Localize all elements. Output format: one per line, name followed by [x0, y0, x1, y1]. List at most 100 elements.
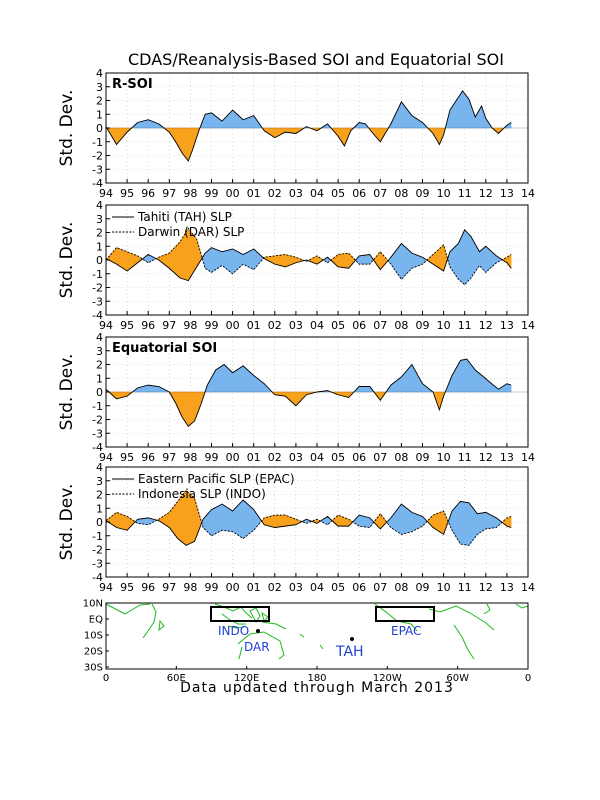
x-tick-label: 05 — [331, 187, 345, 200]
diff-fill-14-0 — [242, 499, 254, 540]
x-tick-label: 95 — [120, 451, 134, 464]
x-tick-label: 02 — [268, 581, 282, 594]
y-tick-label: -3 — [92, 295, 103, 308]
y-tick-label: -2 — [92, 544, 103, 557]
diff-fill-37-0 — [470, 235, 480, 279]
lat-tick-label: 30S — [84, 663, 103, 674]
series-fill-32-0 — [411, 364, 423, 393]
lon-tick-label: 0 — [525, 673, 531, 684]
x-tick-label: 94 — [99, 581, 113, 594]
diff-fill-4-0 — [147, 254, 157, 264]
series-fill-8-0 — [181, 127, 189, 162]
x-tick-label: 09 — [416, 187, 430, 200]
dar-label: DAR — [244, 640, 270, 654]
diff-fill-39-1 — [501, 517, 508, 527]
diff-fill-15-0 — [253, 248, 265, 271]
legend-label: Eastern Pacific SLP (EPAC) — [138, 472, 295, 486]
diff-fill-34-0 — [451, 500, 461, 546]
legend-label: Tahiti (TAH) SLP — [137, 210, 232, 224]
y-axis-label: Std. Dev. — [57, 484, 77, 561]
epac-box — [375, 606, 435, 622]
diff-fill-25-0 — [358, 514, 371, 528]
x-tick-label: 00 — [226, 581, 240, 594]
x-tick-label: 12 — [479, 319, 493, 332]
y-tick-label: 4 — [96, 331, 103, 344]
x-tick-label: 01 — [247, 581, 261, 594]
series-fill-7-0 — [175, 127, 183, 154]
x-tick-label: 00 — [226, 319, 240, 332]
x-tick-label: 94 — [99, 187, 113, 200]
panel-label: R-SOI — [112, 77, 153, 92]
x-tick-label: 96 — [141, 451, 155, 464]
series-fill-27-0 — [358, 386, 371, 393]
x-tick-label: 03 — [289, 187, 303, 200]
x-tick-label: 09 — [416, 451, 430, 464]
series-line-0 — [105, 228, 512, 282]
x-tick-label: 04 — [310, 319, 324, 332]
x-tick-label: 13 — [500, 319, 514, 332]
x-tick-label: 10 — [437, 319, 451, 332]
x-tick-label: 11 — [458, 187, 472, 200]
x-tick-label: 13 — [500, 187, 514, 200]
y-tick-label: 2 — [96, 489, 103, 502]
lon-tick-label: 180 — [307, 673, 326, 684]
series-fill-15-0 — [232, 109, 244, 129]
x-tick-label: 02 — [268, 319, 282, 332]
series-line-0 — [105, 499, 512, 546]
diff-fill-2-0 — [126, 251, 138, 272]
diff-fill-37-0 — [477, 512, 487, 535]
y-axis-label: Std. Dev. — [57, 90, 77, 167]
y-tick-label: 0 — [96, 254, 103, 267]
lat-tick-label: 10S — [84, 631, 103, 642]
x-tick-label: 94 — [99, 319, 113, 332]
y-tick-label: -1 — [92, 136, 103, 149]
series-line-1 — [105, 489, 512, 546]
y-tick-label: 2 — [96, 227, 103, 240]
x-tick-label: 13 — [500, 451, 514, 464]
x-tick-label: 14 — [521, 451, 535, 464]
y-tick-label: 0 — [96, 386, 103, 399]
y-tick-label: -2 — [92, 150, 103, 163]
series-fill-20-0 — [285, 391, 297, 407]
y-tick-label: -4 — [92, 309, 103, 322]
x-tick-label: 14 — [521, 581, 535, 594]
x-tick-label: 07 — [373, 187, 387, 200]
y-tick-label: 4 — [96, 67, 103, 80]
series-fill-4-0 — [147, 119, 160, 129]
diff-fill-17-0 — [274, 514, 286, 528]
x-tick-label: 99 — [205, 319, 219, 332]
x-tick-label: 14 — [521, 187, 535, 200]
x-tick-label: 99 — [205, 451, 219, 464]
epac-label: EPAC — [391, 624, 421, 638]
y-tick-label: -4 — [92, 177, 103, 190]
x-tick-label: 09 — [416, 581, 430, 594]
x-tick-label: 95 — [120, 581, 134, 594]
x-tick-label: 96 — [141, 187, 155, 200]
y-tick-label: -3 — [92, 427, 103, 440]
lon-tick-label: 120E — [234, 673, 259, 684]
y-tick-label: 0 — [96, 122, 103, 135]
diff-fill-40-0 — [506, 516, 512, 528]
diff-fill-13-0 — [232, 248, 244, 275]
x-tick-label: 11 — [458, 451, 472, 464]
y-tick-label: -4 — [92, 441, 103, 454]
x-tick-label: 10 — [437, 581, 451, 594]
legend-label: Darwin (DAR) SLP — [138, 225, 244, 239]
x-tick-label: 03 — [289, 319, 303, 332]
chart-title: CDAS/Reanalysis-Based SOI and Equatorial… — [128, 50, 504, 69]
diff-fill-22-1 — [331, 514, 339, 527]
y-tick-label: -2 — [92, 414, 103, 427]
y-tick-label: -3 — [92, 557, 103, 570]
x-tick-label: 09 — [416, 319, 430, 332]
legend-entry-1: Indonesia SLP (INDO) — [112, 487, 266, 501]
y-tick-label: -1 — [92, 268, 103, 281]
diff-fill-20-1 — [307, 255, 318, 265]
footer-note: Data updated through March 2013 — [180, 680, 454, 696]
series-fill-37-0 — [451, 359, 461, 393]
x-tick-label: 01 — [247, 451, 261, 464]
x-tick-label: 97 — [162, 451, 176, 464]
x-tick-label: 06 — [352, 451, 366, 464]
